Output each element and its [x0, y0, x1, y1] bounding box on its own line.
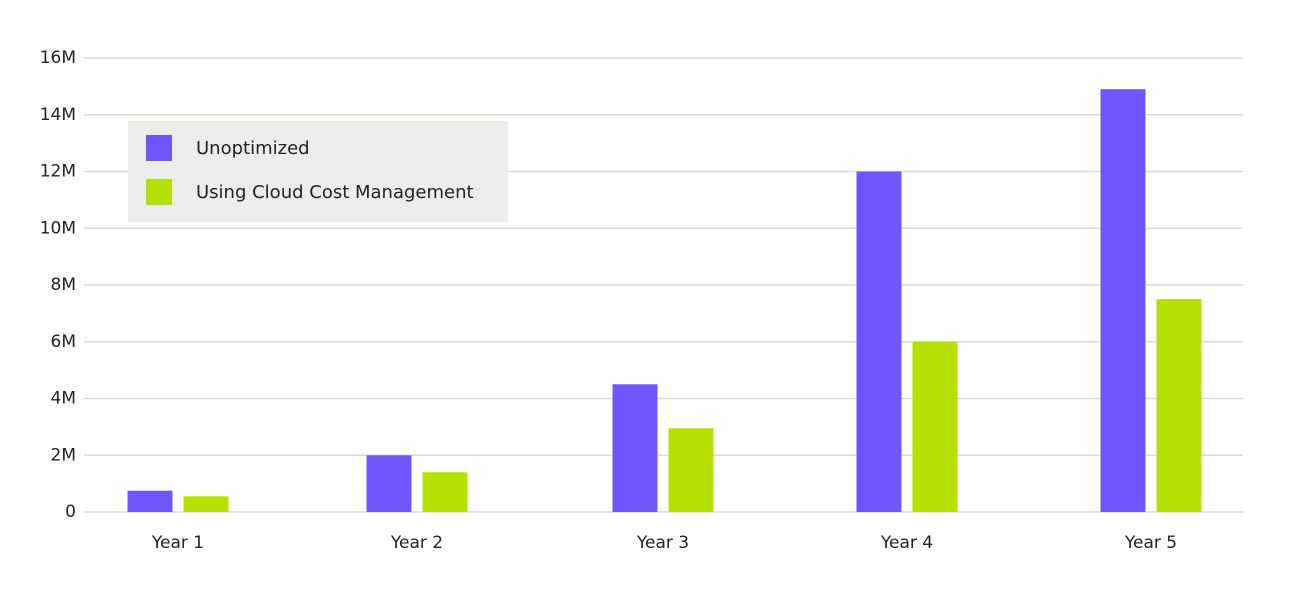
bar-cloud-cost-management	[668, 428, 714, 512]
y-tick-label: 4M	[51, 389, 76, 409]
y-tick-label: 12M	[40, 162, 76, 182]
bar-unoptimized	[612, 384, 658, 512]
y-axis-ticks: 0 2M 4M 6M 8M 10M 12M 14M 16M	[40, 48, 76, 522]
bar-unoptimized	[127, 490, 173, 512]
x-tick-label: Year 3	[636, 533, 689, 553]
bar-cloud-cost-management	[183, 496, 229, 512]
legend-swatch	[146, 135, 172, 161]
legend-label: Unoptimized	[196, 138, 310, 159]
y-tick-label: 8M	[51, 275, 76, 295]
bar-unoptimized	[366, 455, 412, 512]
bar-unoptimized	[1100, 89, 1146, 513]
legend-swatch	[146, 179, 172, 205]
x-tick-label: Year 2	[390, 533, 443, 553]
x-tick-label: Year 1	[151, 533, 204, 553]
y-tick-label: 10M	[40, 218, 76, 238]
x-tick-label: Year 4	[880, 533, 933, 553]
y-tick-label: 0	[65, 502, 76, 522]
bar-cloud-cost-management	[1156, 299, 1202, 512]
bar-cloud-cost-management	[422, 472, 468, 512]
x-tick-label: Year 5	[1124, 533, 1177, 553]
legend-label: Using Cloud Cost Management	[196, 182, 474, 203]
legend: Unoptimized Using Cloud Cost Management	[128, 121, 508, 222]
y-tick-label: 16M	[40, 48, 76, 68]
bar-cloud-cost-management	[912, 341, 958, 512]
x-axis-ticks: Year 1 Year 2 Year 3 Year 4 Year 5	[151, 533, 1177, 553]
legend-box	[128, 121, 508, 222]
y-tick-label: 14M	[40, 105, 76, 125]
y-tick-label: 6M	[51, 332, 76, 352]
y-tick-label: 2M	[51, 445, 76, 465]
bar-unoptimized	[856, 171, 902, 512]
bars	[127, 89, 1202, 513]
